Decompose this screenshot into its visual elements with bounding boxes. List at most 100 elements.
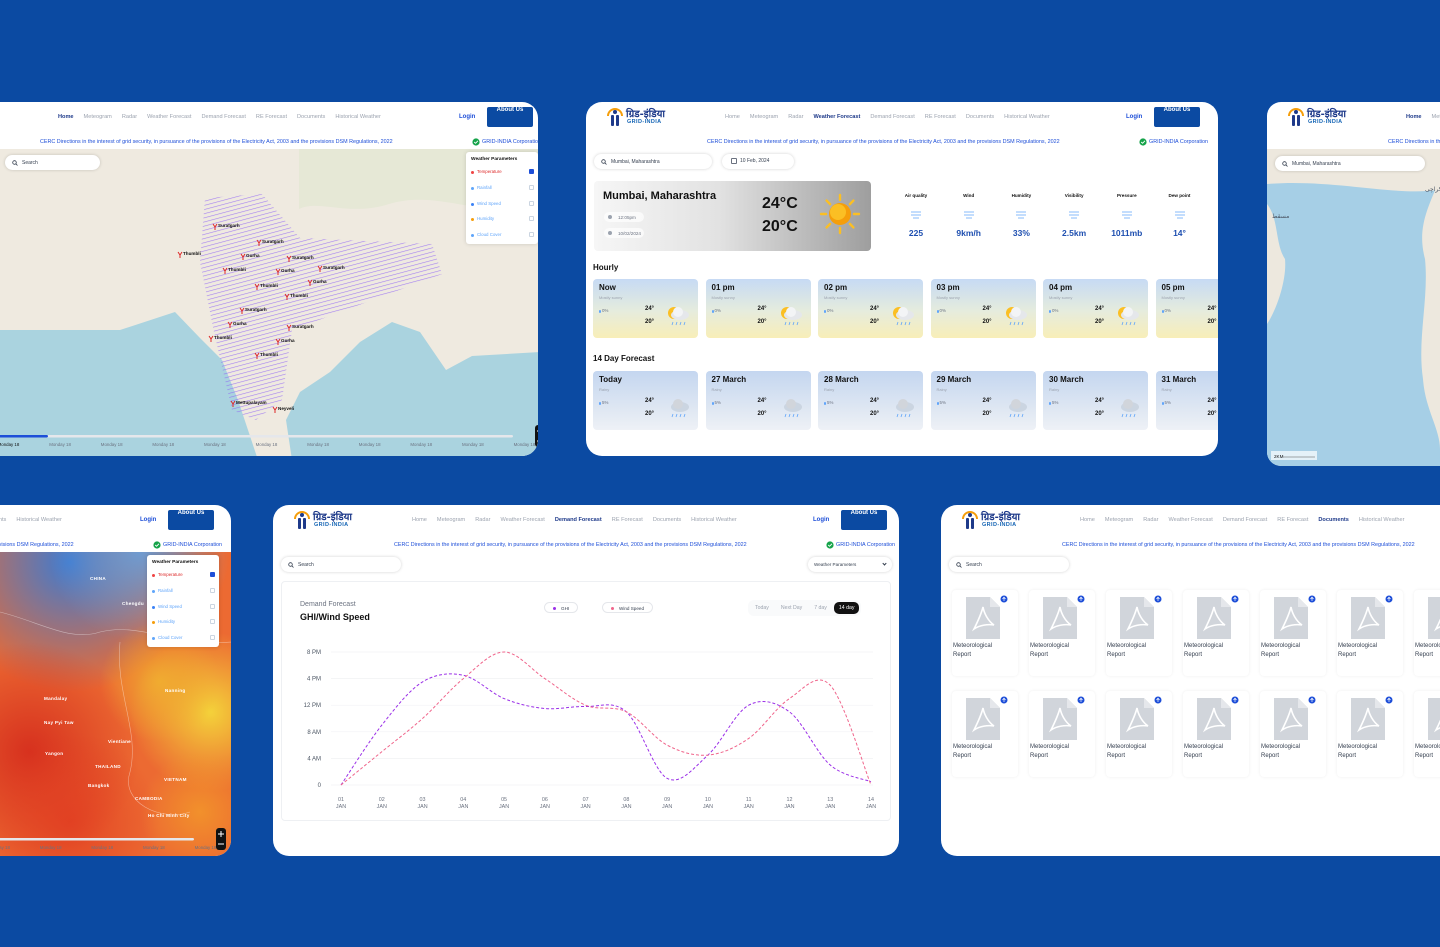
login-link[interactable]: Login	[1126, 114, 1143, 120]
nav-link[interactable]: Weather Forecast	[147, 114, 192, 120]
nav-link[interactable]: RE Forecast	[1277, 517, 1309, 523]
parameter-checkbox[interactable]	[529, 184, 534, 190]
parameter-checkbox[interactable]	[210, 603, 215, 609]
nav-link[interactable]: Documents	[965, 114, 995, 120]
about-button[interactable]: About Us	[1154, 107, 1200, 127]
nav-link[interactable]: Historical Weather	[1358, 517, 1405, 523]
document-tile[interactable]: Meteorological Report	[1337, 590, 1403, 676]
document-tile[interactable]: Meteorological Report	[1029, 590, 1095, 676]
document-tile[interactable]: Meteorological Report	[1260, 590, 1326, 676]
nav-link[interactable]: Documents	[652, 517, 682, 523]
nav-link[interactable]: Meteogram	[749, 114, 779, 120]
document-tile[interactable]: Meteorological Report	[1183, 691, 1249, 777]
range-button[interactable]: 7 day	[814, 605, 827, 611]
parameter-option[interactable]: Rainfall	[477, 184, 492, 190]
parameter-option[interactable]: Wind Speed	[158, 603, 182, 609]
nav-link[interactable]: Demand Forecast	[201, 114, 246, 120]
nav-link[interactable]: Historical Weather	[691, 517, 737, 523]
place-label: VIETNAM	[164, 777, 187, 782]
parameter-option[interactable]: Temperature	[477, 169, 502, 174]
document-tile[interactable]: Meteorological Report	[1029, 691, 1095, 777]
parameter-option[interactable]: Humidity	[477, 216, 495, 222]
nav-link[interactable]: Home	[1080, 517, 1095, 523]
marker-icon	[239, 307, 245, 314]
nav-link[interactable]: Historical Weather	[1004, 114, 1050, 120]
nav-link[interactable]: Historical Weather	[335, 114, 381, 120]
nav-link[interactable]: Documents	[297, 114, 326, 120]
range-button[interactable]: 14 day	[833, 602, 860, 614]
legend-pill[interactable]: Wind Speed	[602, 602, 654, 613]
nav-link[interactable]: Home	[58, 114, 74, 120]
parameter-checkbox[interactable]	[210, 572, 215, 577]
marker-label: Thumbli	[290, 293, 308, 298]
login-link[interactable]: Login	[140, 517, 157, 523]
date-picker[interactable]: 10 Feb, 2024	[722, 154, 794, 169]
nav-link[interactable]: Documents	[0, 517, 7, 523]
parameter-checkbox[interactable]	[529, 200, 534, 206]
nav-link[interactable]: Demand Forecast	[870, 114, 915, 120]
parameter-dropdown[interactable]: Weather Parameters	[808, 557, 892, 572]
range-button[interactable]: Next Day	[780, 605, 803, 611]
parameter-option[interactable]: Rainfall	[158, 587, 173, 593]
nav-link[interactable]: Meteogram	[1104, 517, 1134, 523]
nav-link[interactable]: Weather Forecast	[1168, 517, 1213, 523]
nav-link[interactable]: Home	[725, 114, 740, 120]
parameter-option[interactable]: Temperature	[158, 572, 183, 577]
document-tile[interactable]: Meteorological Report	[1260, 691, 1326, 777]
document-tile[interactable]: Meteorological Report	[952, 691, 1018, 777]
parameter-checkbox[interactable]	[210, 587, 215, 593]
nav-link[interactable]: Radar	[475, 517, 491, 523]
nav-link[interactable]: Documents	[1318, 517, 1349, 523]
document-tile[interactable]: Meteorological Report	[1183, 590, 1249, 676]
nav-link[interactable]: RE Forecast	[924, 114, 956, 120]
nav-link[interactable]: Historical Weather	[16, 517, 62, 523]
stat-value: 33%	[1012, 228, 1030, 238]
nav-link[interactable]: Demand Forecast	[1222, 517, 1268, 523]
nav-link[interactable]: Radar	[1143, 517, 1159, 523]
forecast-tile: 30 March Rainy 5% 24° 20°	[1043, 371, 1148, 430]
document-tile[interactable]: Meteorological Report	[1337, 691, 1403, 777]
parameter-option[interactable]: Cloud Cover	[477, 232, 502, 238]
nav-link[interactable]: Radar	[788, 114, 804, 120]
parameter-checkbox[interactable]	[210, 635, 215, 641]
search-box[interactable]: Search	[949, 557, 1069, 572]
nav-link[interactable]: Weather Forecast	[500, 517, 545, 523]
ticker-text: CERC Directions in the interest of grid …	[0, 542, 74, 548]
search-box[interactable]: Mumbai, Maharashtra	[1275, 156, 1425, 171]
nav-link[interactable]: Demand Forecast	[554, 517, 602, 523]
document-tile[interactable]: Meteorological Report	[952, 590, 1018, 676]
search-box[interactable]: Search	[5, 155, 100, 170]
parameter-option[interactable]: Cloud Cover	[158, 635, 183, 641]
nav-link[interactable]: Meteogram	[1431, 114, 1440, 120]
nav-link[interactable]: Meteogram	[83, 114, 112, 120]
nav-link[interactable]: RE Forecast	[255, 114, 288, 120]
document-tile[interactable]: Meteorological Report	[1106, 590, 1172, 676]
about-button[interactable]: About Us	[168, 510, 214, 530]
document-tile[interactable]: Meteorological Report	[1106, 691, 1172, 777]
range-button[interactable]: Today	[755, 605, 769, 611]
login-link[interactable]: Login	[459, 114, 476, 120]
tile-rain-icon	[936, 309, 939, 313]
search-box[interactable]: Search	[281, 557, 401, 572]
search-box[interactable]: Mumbai, Maharashtra	[594, 154, 712, 169]
login-link[interactable]: Login	[813, 517, 830, 523]
nav-link[interactable]: RE Forecast	[611, 517, 643, 523]
nav-link[interactable]: Radar	[121, 114, 138, 120]
parameter-option[interactable]: Humidity	[158, 619, 176, 625]
nav-link[interactable]: Home	[412, 517, 427, 523]
document-tile[interactable]: Meteorological Report	[1414, 691, 1440, 777]
parameter-checkbox[interactable]	[529, 232, 534, 238]
badge-check	[827, 543, 833, 547]
nav-link[interactable]: Weather Forecast	[813, 114, 861, 120]
nav-link[interactable]: Meteogram	[436, 517, 466, 523]
parameter-option[interactable]: Wind Speed	[477, 200, 501, 206]
parameter-checkbox[interactable]	[210, 619, 215, 625]
nav-link[interactable]: Home	[1406, 114, 1422, 120]
parameter-checkbox[interactable]	[529, 169, 534, 174]
parameter-checkbox[interactable]	[529, 216, 534, 222]
document-label: Meteorological Report	[1415, 744, 1440, 759]
legend-pill[interactable]: GHI	[544, 602, 579, 613]
about-button[interactable]: About Us	[487, 107, 533, 127]
document-tile[interactable]: Meteorological Report	[1414, 590, 1440, 676]
about-button[interactable]: About Us	[841, 510, 887, 530]
